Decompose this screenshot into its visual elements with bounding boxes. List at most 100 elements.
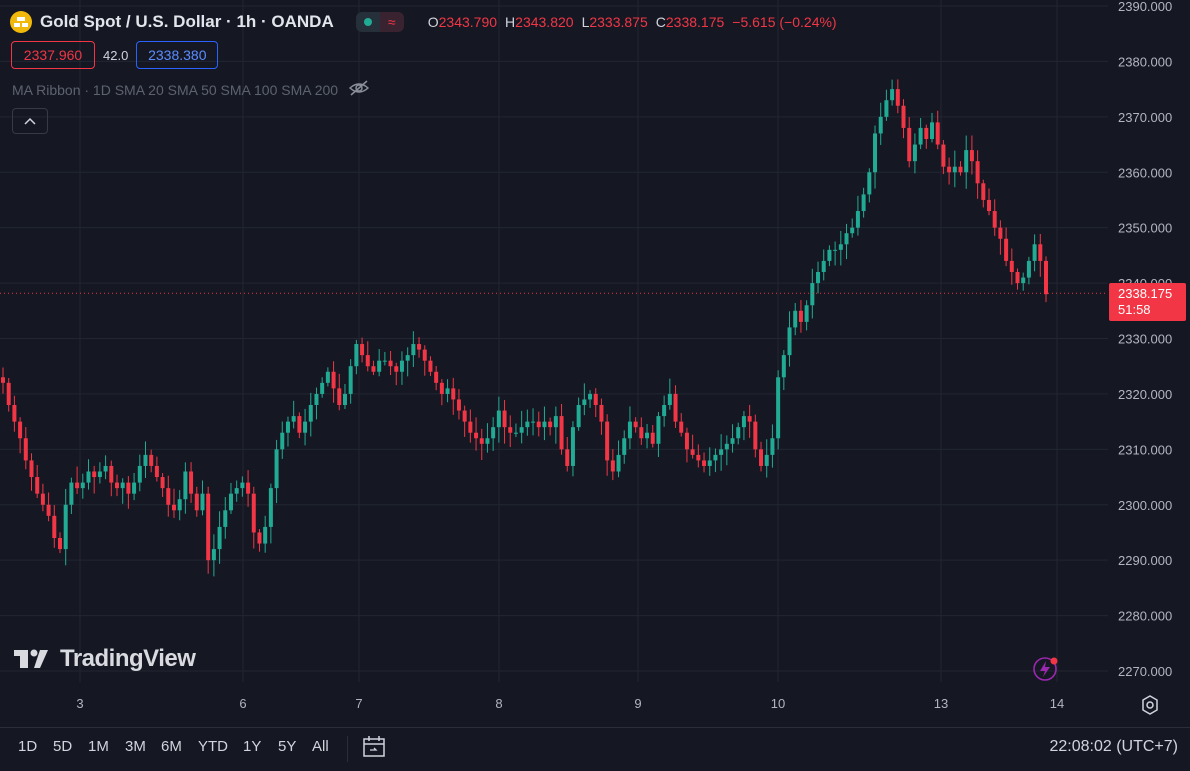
candle (736, 422, 741, 445)
candle (867, 168, 872, 203)
range-1d-button[interactable]: 1D (18, 738, 38, 755)
candle (684, 427, 689, 463)
candle (633, 417, 638, 433)
candle (542, 406, 547, 441)
tradingview-logo[interactable]: TradingView (14, 645, 196, 673)
range-1m-button[interactable]: 1M (88, 738, 109, 755)
candle (234, 480, 239, 502)
candle (787, 311, 792, 367)
candle (707, 447, 712, 476)
candle (206, 486, 211, 574)
y-tick-label: 2380.000 (1118, 54, 1172, 69)
candle (348, 359, 353, 404)
candle (189, 462, 194, 503)
candle (371, 360, 376, 376)
utc-clock[interactable]: 22:08:02 (UTC+7) (1049, 738, 1178, 755)
candle (297, 412, 302, 439)
gear-icon[interactable] (1139, 694, 1161, 721)
candle (388, 350, 393, 376)
candle-countdown: 51:58 (1118, 302, 1151, 317)
candle (724, 435, 729, 466)
candle (741, 410, 746, 441)
candle (827, 245, 832, 267)
candle (884, 89, 889, 121)
candle (656, 411, 661, 457)
range-5y-button[interactable]: 5Y (278, 738, 297, 755)
x-tick-label: 10 (771, 696, 785, 711)
candle (496, 396, 501, 443)
wave-icon[interactable]: ≈ (379, 12, 404, 32)
x-tick-label: 14 (1050, 696, 1064, 711)
y-tick-label: 2370.000 (1118, 110, 1172, 125)
candle (263, 515, 268, 553)
candle (519, 410, 524, 444)
last-price-label: 2338.175 51:58 (1109, 283, 1186, 321)
candle (46, 492, 51, 522)
candle (223, 497, 228, 539)
candle (1032, 234, 1037, 272)
x-tick-label: 13 (934, 696, 948, 711)
candle (713, 448, 718, 473)
candle (251, 486, 256, 549)
candle (246, 470, 251, 507)
sell-button[interactable]: 2337.960 (11, 41, 95, 69)
range-1y-button[interactable]: 1Y (243, 738, 262, 755)
symbol-title[interactable]: Gold Spot / U.S. Dollar · 1h · OANDA (40, 12, 334, 31)
candle (268, 483, 273, 544)
range-all-button[interactable]: All (312, 738, 329, 755)
eye-hidden-icon[interactable] (348, 80, 370, 99)
range-5d-button[interactable]: 5D (53, 738, 73, 755)
range-3m-button[interactable]: 3M (125, 738, 146, 755)
candle (35, 464, 40, 499)
y-tick-label: 2270.000 (1118, 664, 1172, 679)
candle (177, 490, 182, 521)
candle (924, 124, 929, 149)
candle (211, 534, 216, 577)
market-status-icon[interactable] (355, 12, 380, 32)
y-tick-label: 2280.000 (1118, 609, 1172, 624)
candle (895, 79, 900, 114)
date-range-icon[interactable] (362, 735, 388, 764)
candle (502, 399, 507, 444)
lightning-icon[interactable] (1032, 655, 1060, 688)
candle (844, 223, 849, 260)
candle (576, 397, 581, 431)
candle (109, 460, 114, 497)
candle (228, 482, 233, 514)
candle (114, 474, 119, 497)
candle (975, 150, 980, 199)
price-chart[interactable]: 2390.000 2380.000 2370.000 2360.000 2350.000… (0, 0, 1190, 727)
candle (1038, 233, 1043, 277)
collapse-legend-button[interactable] (12, 108, 48, 134)
candle (622, 430, 627, 464)
candle (377, 349, 382, 377)
candle (382, 351, 387, 366)
candle (394, 362, 399, 386)
chart-header: Gold Spot / U.S. Dollar · 1h · OANDA ≈ O… (10, 10, 837, 34)
candle (417, 337, 422, 358)
candle (257, 529, 262, 552)
ma-ribbon-legend[interactable]: MA Ribbon · 1D SMA 20 SMA 50 SMA 100 SMA… (12, 80, 370, 99)
candle (405, 347, 410, 377)
candle (194, 486, 199, 517)
candle (12, 395, 17, 432)
spread-value: 42.0 (103, 47, 129, 63)
candle (645, 424, 650, 449)
candle (40, 483, 45, 512)
candle (992, 199, 997, 236)
candle (166, 475, 171, 517)
range-6m-button[interactable]: 6M (161, 738, 182, 755)
buy-button[interactable]: 2338.380 (136, 41, 219, 69)
candle (987, 188, 992, 216)
candle (513, 423, 518, 438)
range-ytd-button[interactable]: YTD (198, 738, 228, 755)
candle (890, 79, 895, 106)
candle (342, 384, 347, 410)
candle (536, 411, 541, 437)
candle (639, 417, 644, 445)
x-tick-label: 8 (495, 696, 502, 711)
candle (531, 408, 536, 436)
y-tick-label: 2390.000 (1118, 0, 1172, 14)
candle (1015, 268, 1020, 290)
candle (280, 421, 285, 459)
